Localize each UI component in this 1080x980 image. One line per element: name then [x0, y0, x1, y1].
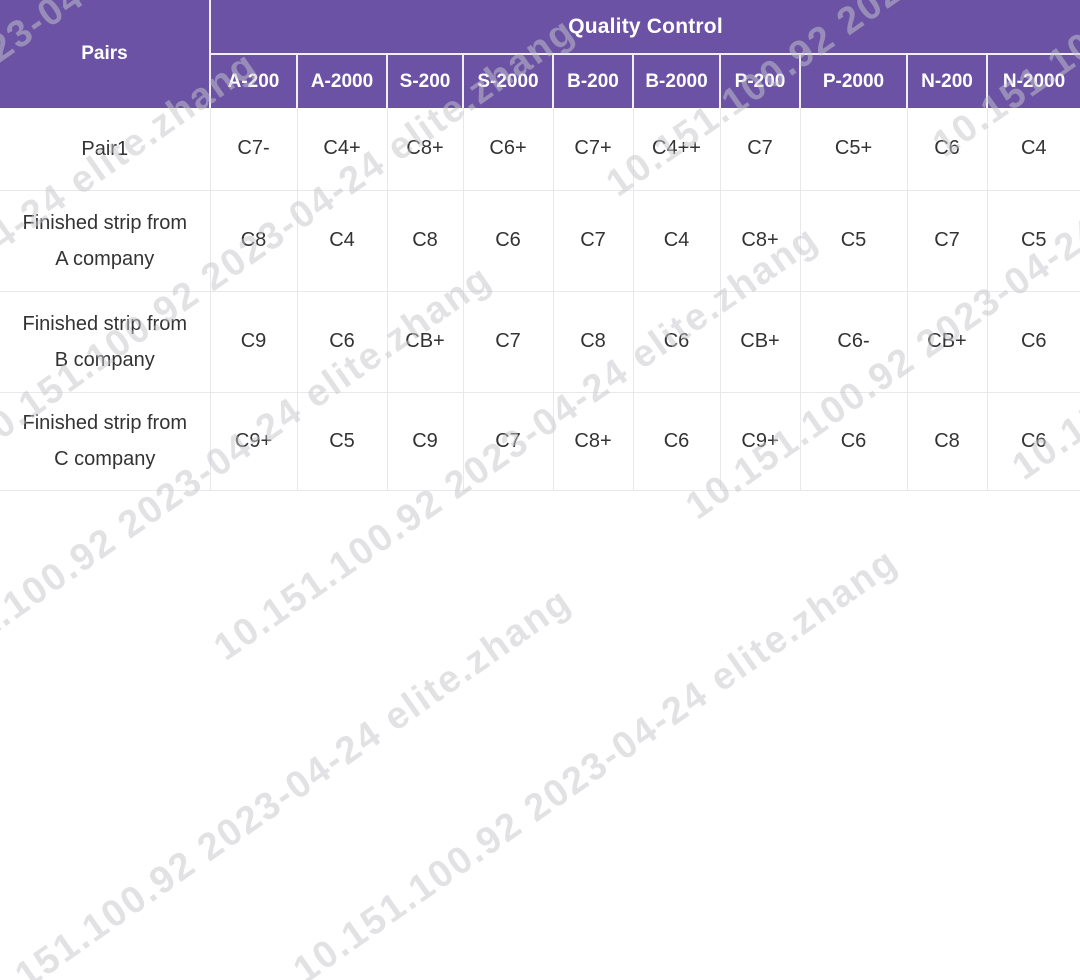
- table-cell: CB+: [719, 290, 801, 393]
- row-label: Finished strip from B company: [0, 290, 211, 393]
- table-row-company-a: Finished strip from A company C8 C4 C8 C…: [0, 189, 1080, 292]
- table-cell: CB+: [906, 290, 988, 393]
- table-cell: C7: [552, 189, 634, 292]
- row-label: Finished strip from A company: [0, 189, 211, 292]
- table-cell: C4+: [296, 108, 388, 191]
- table-cell: C6: [986, 391, 1080, 491]
- table-cell: C7: [462, 391, 554, 491]
- quality-control-table: Pairs Quality Control A-200 A-2000 S-200…: [0, 0, 1080, 491]
- table-cell: C6: [799, 391, 908, 491]
- table-cell: C7: [906, 189, 988, 292]
- column-header-row: A-200 A-2000 S-200 S-2000 B-200 B-2000 P…: [0, 54, 1080, 108]
- column-header-p-200: P-200: [719, 54, 800, 108]
- group-header-row: Pairs Quality Control: [0, 0, 1080, 108]
- table-cell: C8: [386, 189, 464, 292]
- table-cell: C8+: [552, 391, 634, 491]
- table-cell: C9: [209, 290, 298, 393]
- table-cell: C5: [296, 391, 388, 491]
- row-label: Finished strip from C company: [0, 391, 211, 491]
- table-cell: C6: [986, 290, 1080, 393]
- table-cell: C6: [906, 108, 988, 191]
- table-cell: C6+: [462, 108, 554, 191]
- table-cell: C7-: [209, 108, 298, 191]
- quality-control-group-header: Quality Control: [210, 0, 1080, 55]
- table-row-pair1: Pair1 C7- C4+ C8+ C6+ C7+ C4++ C7 C5+ C6…: [0, 108, 1080, 191]
- column-header-a-200: A-200: [209, 54, 297, 108]
- table-cell: C7: [462, 290, 554, 393]
- table-cell: C6: [632, 391, 721, 491]
- table-cell: C6-: [799, 290, 908, 393]
- table-cell: C4++: [632, 108, 721, 191]
- table-cell: C5: [986, 189, 1080, 292]
- table-cell: C7+: [552, 108, 634, 191]
- row-label: Pair1: [0, 108, 211, 191]
- column-header-n-200: N-200: [906, 54, 987, 108]
- table-row-company-c: Finished strip from C company C9+ C5 C9 …: [0, 391, 1080, 491]
- column-header-n-2000: N-2000: [985, 54, 1080, 108]
- table-cell: C8: [209, 189, 298, 292]
- table-cell: C8: [552, 290, 634, 393]
- table-cell: C9+: [719, 391, 801, 491]
- table-cell: C4: [632, 189, 721, 292]
- column-header-b-2000: B-2000: [632, 54, 720, 108]
- table-cell: C9: [386, 391, 464, 491]
- column-header-b-200: B-200: [552, 54, 633, 108]
- table-cell: C6: [296, 290, 388, 393]
- table-cell: CB+: [386, 290, 464, 393]
- table-cell: C9+: [209, 391, 298, 491]
- table-cell: C4: [986, 108, 1080, 191]
- table-cell: C6: [632, 290, 721, 393]
- column-header-a-2000: A-2000: [296, 54, 387, 108]
- pairs-column-header: Pairs: [0, 0, 211, 108]
- column-header-s-2000: S-2000: [462, 54, 553, 108]
- table-cell: C8: [906, 391, 988, 491]
- table-cell: C6: [462, 189, 554, 292]
- table-cell: C7: [719, 108, 801, 191]
- table-row-company-b: Finished strip from B company C9 C6 CB+ …: [0, 290, 1080, 393]
- column-header-p-2000: P-2000: [799, 54, 907, 108]
- table-cell: C5+: [799, 108, 908, 191]
- column-header-s-200: S-200: [386, 54, 463, 108]
- table-cell: C8+: [386, 108, 464, 191]
- table-cell: C8+: [719, 189, 801, 292]
- table-cell: C4: [296, 189, 388, 292]
- table-cell: C5: [799, 189, 908, 292]
